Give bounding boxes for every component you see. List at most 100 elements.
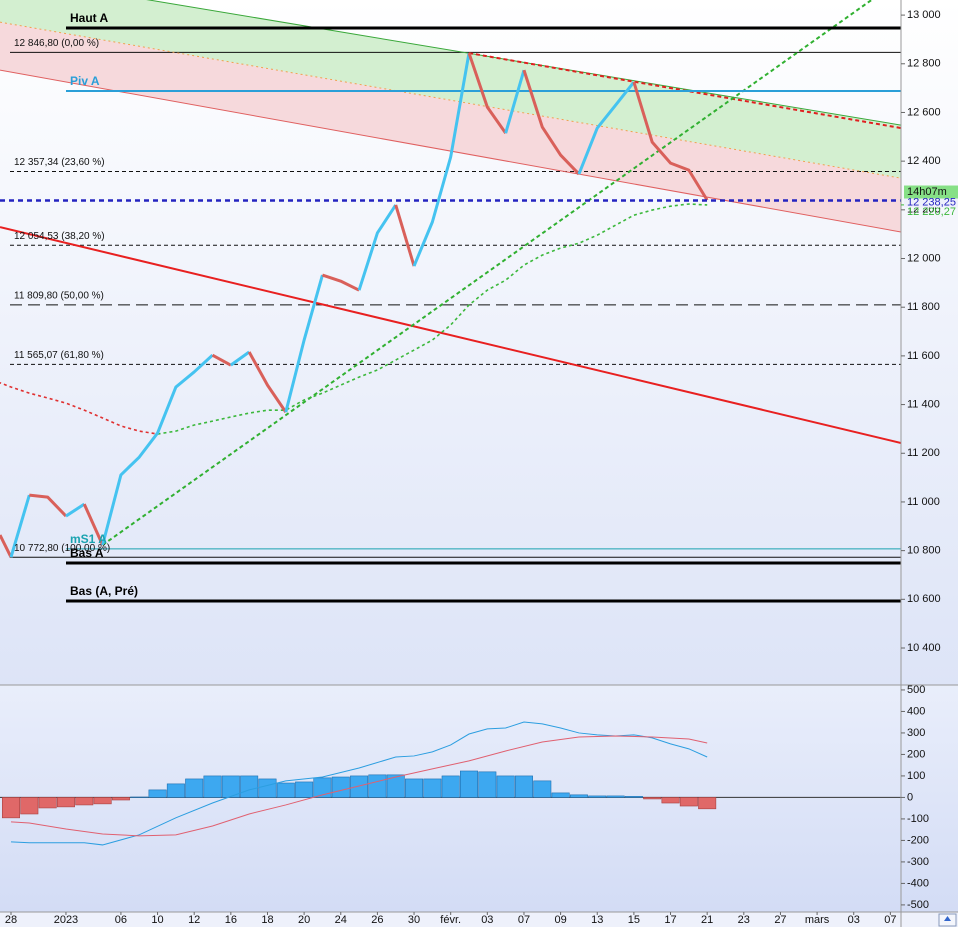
histogram-bar bbox=[221, 775, 240, 798]
histogram-bar bbox=[148, 789, 167, 798]
y-tick-label: 11 800 bbox=[907, 301, 940, 313]
histogram-bar bbox=[661, 797, 680, 804]
histogram-bar bbox=[679, 797, 698, 807]
price-line bbox=[357, 204, 397, 291]
pivot-label: Haut A bbox=[70, 11, 109, 25]
y-tick-label: 300 bbox=[907, 727, 925, 739]
histogram-bar bbox=[93, 797, 112, 805]
macd-background bbox=[0, 685, 958, 912]
histogram-bar bbox=[130, 796, 149, 798]
x-tick-label: 15 bbox=[628, 914, 640, 926]
x-tick-label: 27 bbox=[774, 914, 786, 926]
time-box bbox=[904, 185, 958, 199]
histogram-bar bbox=[295, 781, 314, 798]
y-tick-label: -400 bbox=[907, 877, 929, 889]
y-tick-label: 11 200 bbox=[907, 447, 940, 459]
histogram-bar bbox=[56, 797, 75, 808]
x-tick-label: 23 bbox=[738, 914, 750, 926]
fib-label: 12 054,53 (38,20 %) bbox=[14, 231, 105, 242]
last-price-label: 12 238,25 bbox=[907, 196, 956, 208]
fib-label: 11 809,80 (50,00 %) bbox=[14, 290, 104, 301]
x-tick-label: 03 bbox=[848, 914, 860, 926]
y-tick-label: 200 bbox=[907, 748, 925, 760]
scroll-icon bbox=[944, 916, 951, 921]
main-plot bbox=[0, 0, 901, 603]
histogram-bar bbox=[643, 797, 662, 800]
price-line bbox=[82, 503, 104, 546]
price-line bbox=[467, 52, 507, 135]
x-tick-label: mars bbox=[805, 914, 830, 926]
y-tick-label: 11 600 bbox=[907, 350, 940, 362]
y-tick-label: 10 400 bbox=[907, 642, 941, 654]
x-tick-label: 20 bbox=[298, 914, 310, 926]
x-tick-label: 10 bbox=[151, 914, 163, 926]
y-tick-label: -100 bbox=[907, 813, 929, 825]
histogram-bar bbox=[533, 780, 552, 798]
histogram-bar bbox=[166, 783, 185, 798]
x-tick-label: 06 bbox=[115, 914, 127, 926]
macd-line bbox=[10, 735, 708, 837]
price-line bbox=[0, 534, 13, 558]
histogram-bar bbox=[38, 797, 57, 809]
x-tick-label: 07 bbox=[518, 914, 530, 926]
y-tick-label: -500 bbox=[907, 899, 929, 911]
price-line bbox=[632, 81, 709, 201]
fib-label: 12 846,80 (0,00 %) bbox=[14, 38, 99, 49]
histogram-bar bbox=[240, 775, 259, 798]
x-tick-label: 17 bbox=[664, 914, 676, 926]
x-tick-label: 12 bbox=[188, 914, 200, 926]
pivot-label: mS1 A bbox=[70, 532, 107, 546]
fib-label: 10 772,80 (100,00 %) bbox=[14, 543, 110, 554]
y-tick-label: 10 600 bbox=[907, 593, 941, 605]
trendline bbox=[102, 0, 874, 546]
histogram-bar bbox=[386, 774, 405, 798]
price-line bbox=[211, 353, 232, 367]
pivot-label: Piv A bbox=[70, 74, 100, 88]
channel-band bbox=[0, 22, 901, 232]
histogram-bar bbox=[624, 796, 643, 798]
y-tick-label: 400 bbox=[907, 705, 925, 717]
y-tick-label: 0 bbox=[907, 791, 913, 803]
pivot-label: Bas A bbox=[70, 546, 104, 560]
price-line bbox=[522, 69, 581, 176]
channel-band bbox=[0, 0, 901, 179]
y-tick-label: 12 800 bbox=[907, 58, 941, 70]
histogram-bar bbox=[405, 778, 424, 798]
histogram-bar bbox=[350, 775, 369, 798]
y-tick-label: 12 000 bbox=[907, 252, 941, 264]
y-tick-label: 12 400 bbox=[907, 155, 941, 167]
x-tick-label: 21 bbox=[701, 914, 713, 926]
y-tick-label: 13 000 bbox=[907, 9, 941, 21]
fib-label: 12 357,34 (23,60 %) bbox=[14, 157, 105, 168]
histogram-bar bbox=[331, 776, 350, 798]
price-line bbox=[65, 502, 86, 518]
histogram-bar bbox=[368, 774, 387, 798]
time-label: 14h07m bbox=[907, 186, 947, 198]
price-line bbox=[412, 52, 471, 267]
histogram-bar bbox=[441, 775, 460, 798]
x-tick-label: 28 bbox=[5, 914, 17, 926]
x-axis-background bbox=[0, 912, 958, 927]
x-tick-label: 2023 bbox=[54, 914, 78, 926]
x-tick-label: 13 bbox=[591, 914, 603, 926]
y-tick-label: -200 bbox=[907, 834, 929, 846]
histogram-bar bbox=[496, 775, 515, 798]
trendline bbox=[0, 226, 901, 445]
moving-average bbox=[0, 381, 158, 435]
histogram-bar bbox=[698, 797, 717, 810]
price-line bbox=[229, 350, 251, 367]
y-tick-label: -300 bbox=[907, 856, 929, 868]
x-tick-label: 03 bbox=[481, 914, 493, 926]
histogram-bar bbox=[258, 778, 277, 798]
average-last-label: 12 220,27 bbox=[907, 206, 956, 218]
histogram-bar bbox=[460, 770, 479, 798]
pivot-label: Bas (A, Pré) bbox=[70, 584, 138, 598]
y-tick-label: 500 bbox=[907, 684, 925, 696]
fib-label: 11 565,07 (61,80 %) bbox=[14, 350, 104, 361]
y-tick-label: 12 600 bbox=[907, 106, 941, 118]
x-tick-label: 18 bbox=[261, 914, 273, 926]
histogram-bar bbox=[203, 775, 222, 798]
price-line bbox=[394, 204, 416, 267]
last-price-box bbox=[904, 198, 958, 208]
